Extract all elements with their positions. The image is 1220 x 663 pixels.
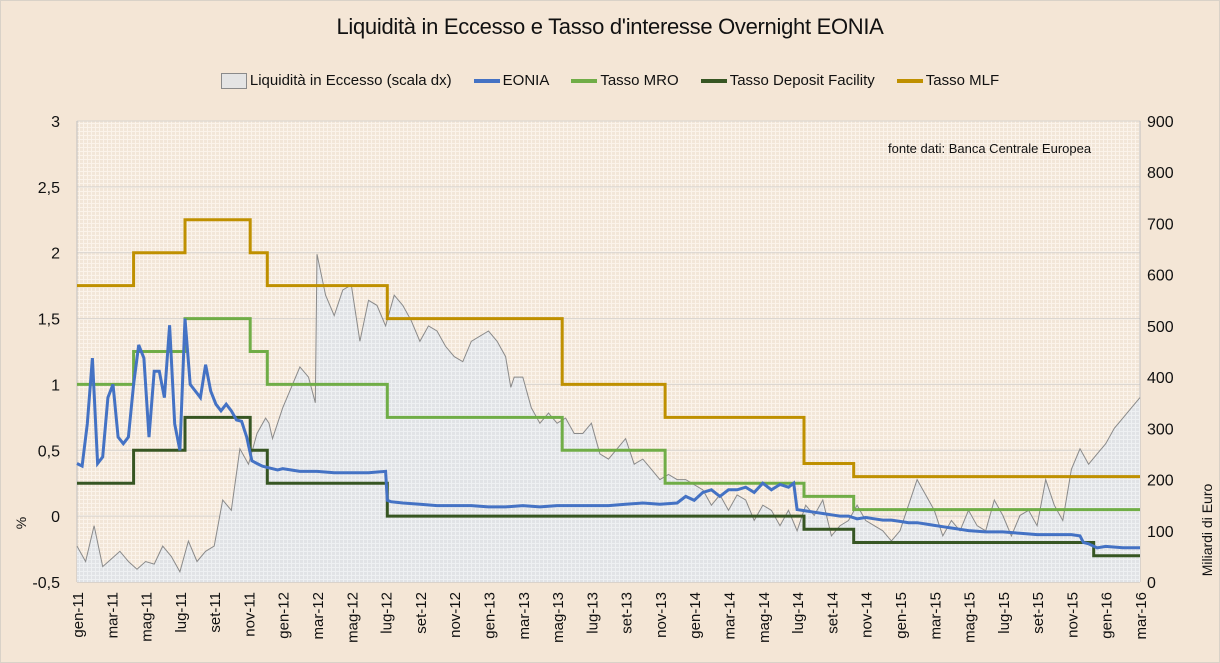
y-tick-label: 0,5 bbox=[38, 443, 60, 460]
x-tick-label: nov-15 bbox=[1064, 592, 1081, 638]
x-tick-label: lug-13 bbox=[584, 592, 601, 634]
y2-tick-label: 400 bbox=[1147, 370, 1174, 387]
x-tick-label: mar-11 bbox=[104, 592, 121, 638]
y-tick-label: 1,5 bbox=[38, 312, 60, 329]
y2-tick-label: 700 bbox=[1147, 216, 1174, 233]
liquidity-area-fill bbox=[77, 254, 1140, 582]
legend-swatch-eonia bbox=[473, 78, 500, 83]
y2-tick-label: 500 bbox=[1147, 319, 1174, 336]
y-tick-label: 1 bbox=[51, 377, 60, 394]
y2-tick-label: 900 bbox=[1147, 114, 1174, 131]
legend-label-liquidity: Liquidità in Eccesso (scala dx) bbox=[249, 72, 452, 89]
legend-item-deposit[interactable]: Tasso Deposit Facility bbox=[700, 72, 875, 89]
x-tick-label: mar-13 bbox=[516, 592, 533, 640]
eonia-line[interactable] bbox=[76, 318, 1140, 550]
y2-tick-label: 800 bbox=[1147, 165, 1174, 182]
legend-label-eonia: EONIA bbox=[502, 72, 550, 89]
x-tick-label: lug-11 bbox=[173, 592, 190, 633]
x-tick-label: nov-12 bbox=[447, 592, 464, 638]
legend-label-mro: Tasso MRO bbox=[600, 72, 679, 89]
legend: Liquidità in Eccesso (scala dx) EONIA Ta… bbox=[0, 72, 1220, 89]
y-tick-label: -0,5 bbox=[32, 575, 60, 592]
legend-label-deposit: Tasso Deposit Facility bbox=[729, 72, 875, 89]
legend-swatch-deposit bbox=[700, 78, 727, 83]
x-tick-label: mar-16 bbox=[1133, 592, 1150, 640]
x-tick-label: lug-12 bbox=[379, 592, 396, 634]
lines-layer bbox=[76, 218, 1140, 558]
x-tick-label: gen-13 bbox=[481, 592, 498, 639]
x-tick-label: mag-15 bbox=[962, 592, 979, 643]
mlf-step-line[interactable] bbox=[77, 218, 1140, 479]
legend-label-mlf: Tasso MLF bbox=[925, 72, 1000, 89]
x-tick-label: set-14 bbox=[824, 592, 841, 634]
y2-tick-label: 0 bbox=[1147, 575, 1156, 592]
legend-swatch-liquidity bbox=[220, 72, 247, 89]
x-tick-label: gen-14 bbox=[687, 592, 704, 639]
deposit-facility-step-line[interactable] bbox=[77, 415, 1140, 558]
x-tick-label: gen-12 bbox=[276, 592, 293, 639]
y-tick-label: 0 bbox=[51, 509, 60, 526]
legend-item-liquidity[interactable]: Liquidità in Eccesso (scala dx) bbox=[220, 72, 452, 89]
y2-axis-title: Miliardi di Euro bbox=[1199, 483, 1215, 576]
legend-item-mro[interactable]: Tasso MRO bbox=[571, 72, 679, 89]
legend-swatch-mro bbox=[571, 78, 598, 83]
y2-tick-label: 100 bbox=[1147, 524, 1174, 541]
chart-title: Liquidità in Eccesso e Tasso d'interesse… bbox=[336, 14, 884, 39]
x-tick-label: set-12 bbox=[413, 592, 430, 634]
x-tick-label: set-11 bbox=[207, 592, 224, 633]
legend-item-eonia[interactable]: EONIA bbox=[473, 72, 550, 89]
x-tick-label: nov-11 bbox=[241, 592, 258, 637]
x-axis: gen-11 mar-11 mag-11 lug-11 set-11 nov-11 gen-… bbox=[70, 592, 1150, 643]
legend-swatch-mlf bbox=[896, 78, 923, 83]
x-tick-label: mar-14 bbox=[722, 592, 739, 640]
y-tick-label: 3 bbox=[51, 114, 60, 131]
x-tick-label: nov-14 bbox=[859, 592, 876, 638]
y-axis-title: % bbox=[13, 517, 29, 529]
x-tick-label: lug-14 bbox=[790, 592, 807, 634]
y2-tick-label: 200 bbox=[1147, 473, 1174, 490]
x-tick-label: mag-13 bbox=[550, 592, 567, 643]
x-tick-label: lug-15 bbox=[996, 592, 1013, 634]
y2-tick-label: 300 bbox=[1147, 421, 1174, 438]
x-tick-label: gen-16 bbox=[1099, 592, 1116, 639]
x-tick-label: mar-15 bbox=[927, 592, 944, 640]
x-tick-label: mar-12 bbox=[310, 592, 327, 640]
x-tick-label: mag-12 bbox=[344, 592, 361, 643]
y2-tick-label: 600 bbox=[1147, 268, 1174, 285]
x-tick-label: mag-14 bbox=[756, 592, 773, 643]
y-tick-label: 2,5 bbox=[38, 180, 60, 197]
x-tick-label: set-13 bbox=[619, 592, 636, 634]
source-annotation: fonte dati: Banca Centrale Europea bbox=[888, 141, 1092, 156]
x-tick-label: set-15 bbox=[1030, 592, 1047, 634]
legend-item-mlf[interactable]: Tasso MLF bbox=[896, 72, 1000, 89]
x-tick-label: mag-11 bbox=[139, 592, 156, 642]
x-tick-label: nov-13 bbox=[653, 592, 670, 638]
y-axis-right: 0 100 200 300 400 500 600 700 800 900 bbox=[1147, 114, 1174, 592]
x-tick-label: gen-15 bbox=[893, 592, 910, 639]
x-tick-label: gen-11 bbox=[70, 592, 87, 638]
y-axis-left: -0,5 0 0,5 1 1,5 2 2,5 3 bbox=[32, 114, 60, 592]
y-tick-label: 2 bbox=[51, 246, 60, 263]
